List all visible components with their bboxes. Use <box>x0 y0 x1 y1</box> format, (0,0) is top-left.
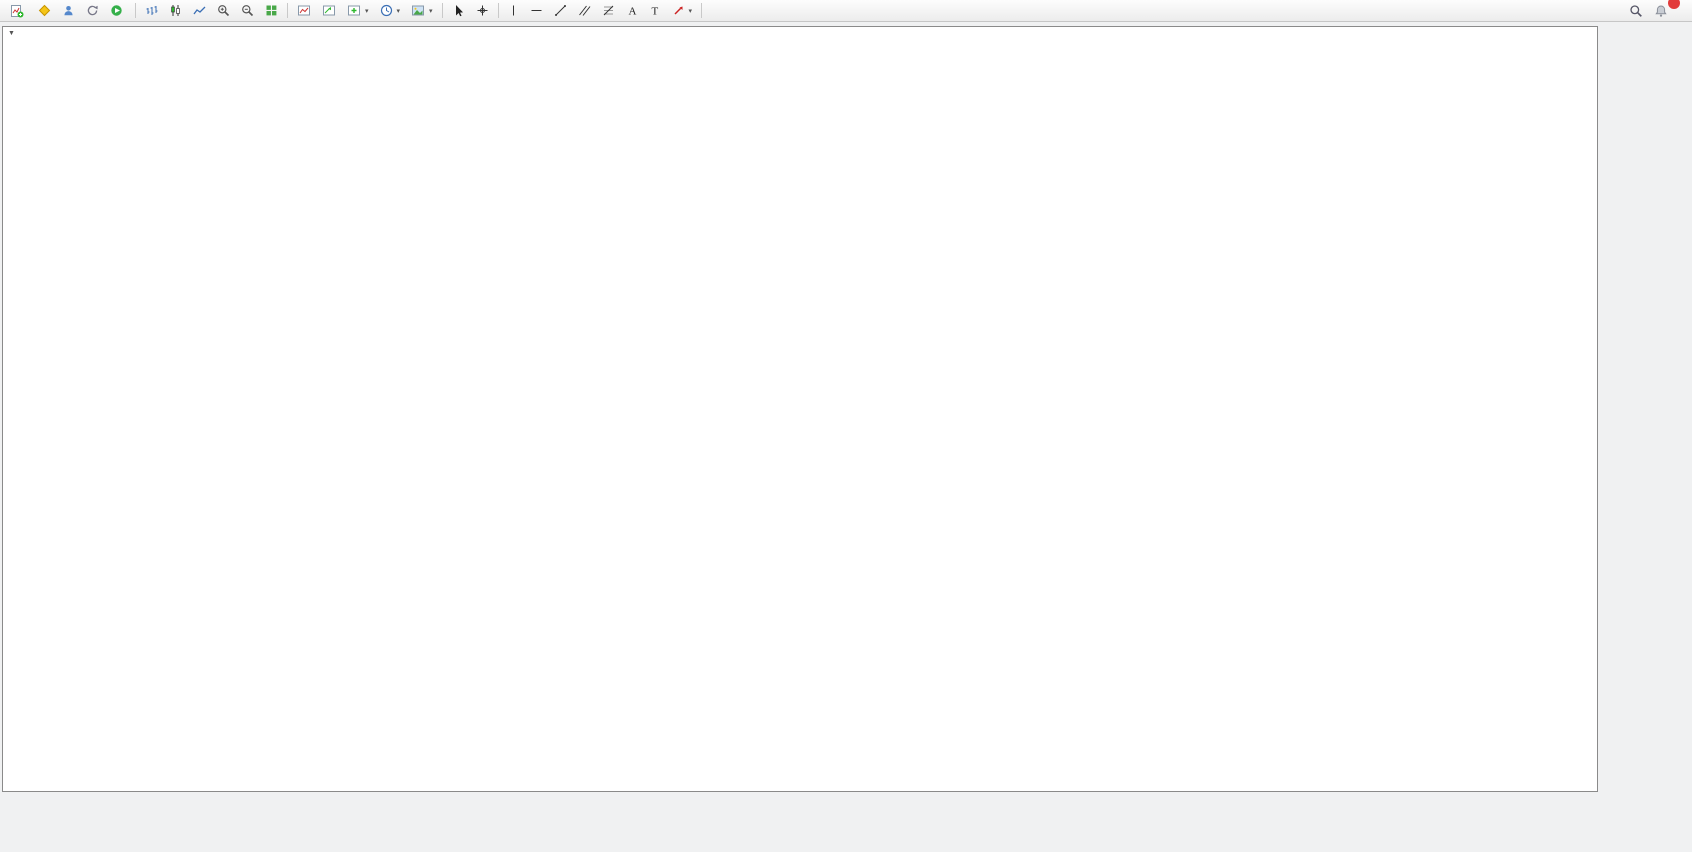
bar-chart-icon <box>146 6 158 15</box>
vertical-line-icon <box>512 5 514 16</box>
refresh-icon <box>87 5 98 16</box>
crosshair-tool-button[interactable] <box>471 0 494 21</box>
new-order-button[interactable] <box>5 0 32 21</box>
search-button[interactable] <box>1624 0 1648 21</box>
notifications-button[interactable] <box>1649 0 1680 21</box>
svg-text:A: A <box>628 6 636 18</box>
svg-text:T: T <box>651 6 658 18</box>
text-tool-button[interactable]: A <box>621 0 643 21</box>
search-icon <box>1630 4 1642 17</box>
chart-objects-icon <box>323 5 335 16</box>
new-order-icon <box>11 4 24 17</box>
diamond-icon <box>38 4 51 17</box>
zoom-in-button[interactable] <box>212 0 235 21</box>
toolbar-separator <box>287 3 288 18</box>
horizontal-line-icon <box>531 10 542 11</box>
chart-header: ▼ <box>8 30 52 37</box>
fibonacci-icon <box>603 5 613 16</box>
vertical-line-tool-button[interactable] <box>503 0 524 21</box>
favorites-button[interactable] <box>33 0 56 21</box>
timeframe-m15-button[interactable] <box>728 0 738 21</box>
timeframe-mn-button[interactable] <box>794 0 804 21</box>
notification-badge <box>1668 0 1680 9</box>
main-toolbar: ▾ ▾ ▾ <box>0 0 1692 22</box>
toolbar-separator <box>441 3 443 18</box>
tile-windows-button[interactable] <box>260 0 283 21</box>
horizontal-line-tool-button[interactable] <box>525 0 548 21</box>
candle-chart-icon <box>171 5 180 16</box>
periods-button[interactable]: ▾ <box>375 0 406 21</box>
add-indicator-button[interactable]: ▾ <box>342 0 374 21</box>
clock-icon <box>380 4 392 17</box>
text-label-icon: T <box>651 6 658 18</box>
profile-icon <box>64 6 73 16</box>
chevron-down-icon: ▾ <box>688 7 693 15</box>
indicators-list-button[interactable] <box>292 0 316 21</box>
timeframe-m30-button[interactable] <box>739 0 749 21</box>
timeframe-m5-button[interactable] <box>717 0 727 21</box>
arrow-shape-icon <box>674 6 683 15</box>
chevron-down-icon: ▾ <box>365 7 369 15</box>
trendline-icon <box>554 5 566 16</box>
shapes-tool-button[interactable]: ▾ <box>667 0 698 21</box>
chart-window: ▼ <box>2 26 1598 792</box>
add-indicator-icon <box>348 5 360 16</box>
channel-tool-button[interactable] <box>573 0 596 21</box>
channel-icon <box>578 5 590 16</box>
label-tool-button[interactable]: T <box>644 0 666 21</box>
timeframe-m1-button[interactable] <box>706 0 716 21</box>
crosshair-icon <box>477 5 488 16</box>
autotrade-icon <box>111 5 122 16</box>
zoom-out-icon <box>242 5 254 17</box>
refresh-button[interactable] <box>81 0 104 21</box>
chevron-down-icon: ▾ <box>396 7 401 15</box>
tile-windows-icon <box>266 5 277 16</box>
text-icon: A <box>628 6 636 18</box>
trendline-tool-button[interactable] <box>549 0 572 21</box>
templates-button[interactable]: ▾ <box>406 0 438 21</box>
zoom-in-icon <box>218 5 230 17</box>
candle-chart-button[interactable] <box>164 0 187 21</box>
bell-icon <box>1655 4 1667 17</box>
autotrade-button[interactable] <box>105 0 131 21</box>
chart-objects-button[interactable] <box>317 0 341 21</box>
profile-button[interactable] <box>57 0 80 21</box>
line-chart-button[interactable] <box>188 0 211 21</box>
bar-chart-button[interactable] <box>140 0 163 21</box>
chevron-down-icon: ▾ <box>429 7 433 15</box>
indicators-list-icon <box>298 5 310 16</box>
timeframe-h1-button[interactable] <box>750 0 760 21</box>
template-icon <box>412 5 425 16</box>
chart-dropdown-icon[interactable]: ▼ <box>8 30 15 37</box>
toolbar-separator <box>135 3 136 18</box>
cursor-icon <box>455 5 463 17</box>
timeframe-h4-button[interactable] <box>761 0 771 21</box>
zoom-out-button[interactable] <box>236 0 259 21</box>
toolbar-separator <box>497 3 499 18</box>
line-chart-icon <box>193 6 206 15</box>
timeframe-w1-button[interactable] <box>783 0 793 21</box>
cursor-tool-button[interactable] <box>447 0 470 21</box>
fibonacci-tool-button[interactable] <box>597 0 620 21</box>
toolbar-separator <box>701 3 703 18</box>
chart-canvas[interactable] <box>3 27 1597 789</box>
timeframe-d1-button[interactable] <box>772 0 782 21</box>
